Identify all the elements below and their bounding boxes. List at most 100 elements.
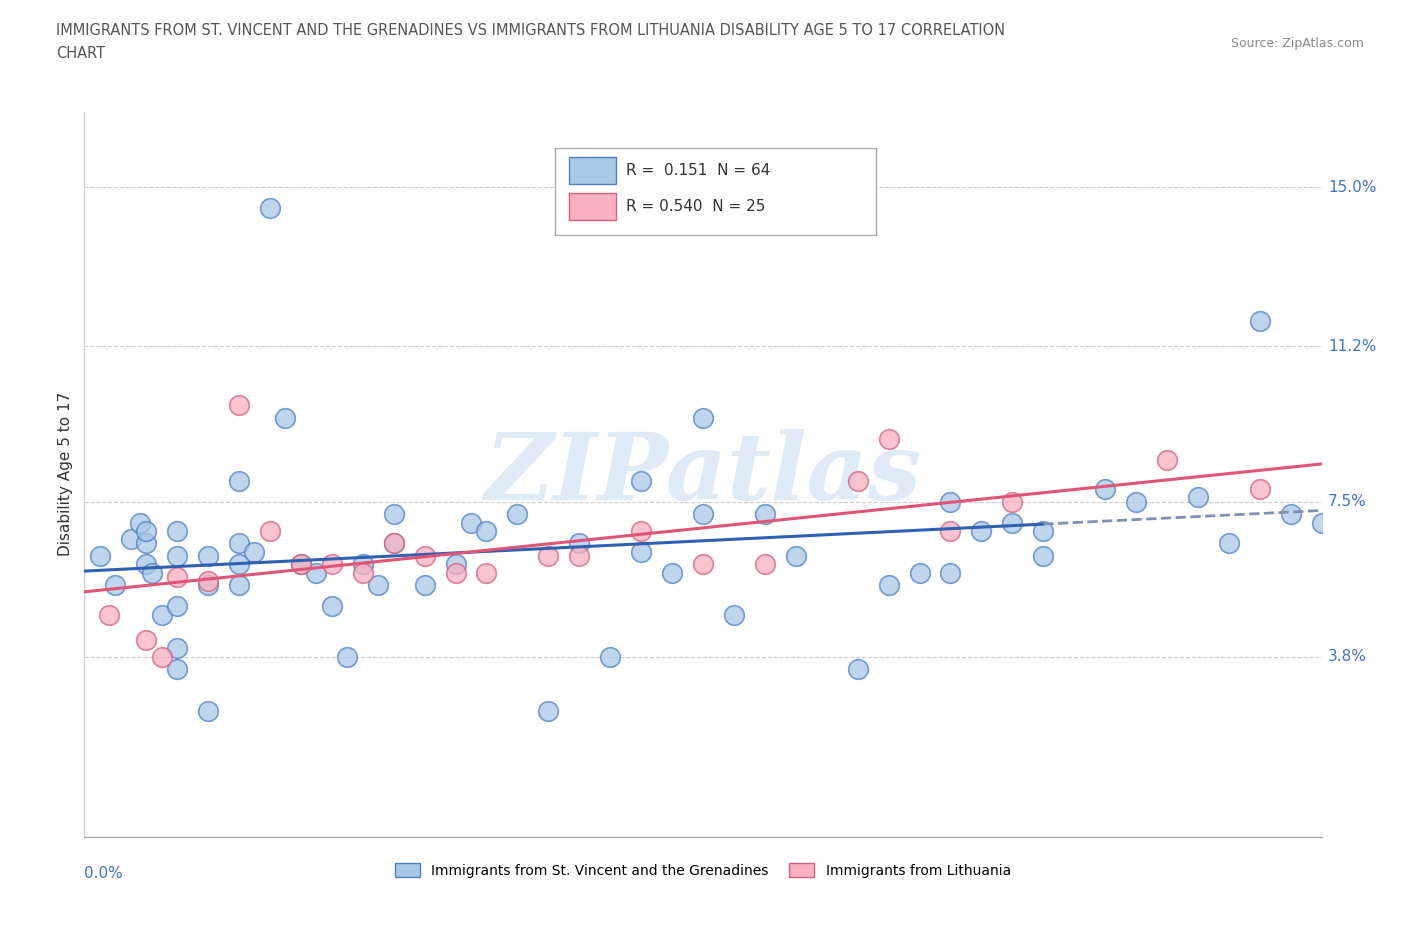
Point <box>129 515 152 530</box>
Text: 3.8%: 3.8% <box>1327 649 1367 664</box>
Text: R =  0.151  N = 64: R = 0.151 N = 64 <box>626 163 770 178</box>
Point <box>630 544 652 559</box>
Text: Source: ZipAtlas.com: Source: ZipAtlas.com <box>1230 37 1364 50</box>
Point <box>846 662 869 677</box>
Point <box>630 473 652 488</box>
Point <box>908 565 931 580</box>
Point <box>475 565 498 580</box>
Point <box>1001 494 1024 509</box>
Point <box>259 524 281 538</box>
Point <box>89 549 111 564</box>
Point <box>1310 515 1333 530</box>
Point <box>197 549 219 564</box>
Point <box>274 410 297 425</box>
Point <box>336 649 359 664</box>
Point <box>723 607 745 622</box>
Point <box>166 549 188 564</box>
Point <box>939 565 962 580</box>
Point <box>305 565 328 580</box>
Point <box>290 557 312 572</box>
Point <box>692 507 714 522</box>
Point <box>166 569 188 584</box>
Point <box>321 557 343 572</box>
Point <box>228 578 250 592</box>
Point <box>352 565 374 580</box>
Point <box>135 632 157 647</box>
Point <box>877 578 900 592</box>
Point <box>104 578 127 592</box>
Point <box>1032 549 1054 564</box>
Point <box>599 649 621 664</box>
Point <box>290 557 312 572</box>
Point <box>413 549 436 564</box>
Point <box>1249 482 1271 497</box>
Point <box>367 578 389 592</box>
Text: 7.5%: 7.5% <box>1327 494 1367 509</box>
Point <box>785 549 807 564</box>
Point <box>150 649 173 664</box>
Point <box>568 549 591 564</box>
Text: IMMIGRANTS FROM ST. VINCENT AND THE GRENADINES VS IMMIGRANTS FROM LITHUANIA DISA: IMMIGRANTS FROM ST. VINCENT AND THE GREN… <box>56 23 1005 38</box>
Point <box>537 549 560 564</box>
Point <box>1279 507 1302 522</box>
Point <box>877 432 900 446</box>
Point <box>321 599 343 614</box>
Point <box>228 398 250 413</box>
Point <box>1094 482 1116 497</box>
Point <box>166 641 188 656</box>
Text: 11.2%: 11.2% <box>1327 339 1376 354</box>
Point <box>413 578 436 592</box>
Text: 15.0%: 15.0% <box>1327 179 1376 194</box>
Point <box>166 662 188 677</box>
Point <box>460 515 482 530</box>
Point <box>98 607 121 622</box>
Point <box>568 536 591 551</box>
Point <box>120 532 142 547</box>
Text: ZIPatlas: ZIPatlas <box>485 430 921 519</box>
Point <box>1001 515 1024 530</box>
Point <box>1156 452 1178 467</box>
Point <box>630 524 652 538</box>
Point <box>475 524 498 538</box>
Point <box>135 536 157 551</box>
Text: R = 0.540  N = 25: R = 0.540 N = 25 <box>626 199 766 214</box>
Point <box>1249 313 1271 328</box>
Text: CHART: CHART <box>56 46 105 61</box>
FancyBboxPatch shape <box>569 193 616 220</box>
Point <box>382 507 405 522</box>
Point <box>197 574 219 589</box>
Point <box>939 494 962 509</box>
Point <box>754 507 776 522</box>
Point <box>243 544 266 559</box>
Point <box>150 607 173 622</box>
Point <box>692 410 714 425</box>
Point <box>197 578 219 592</box>
Point <box>382 536 405 551</box>
Point <box>939 524 962 538</box>
Point <box>1187 490 1209 505</box>
Point <box>692 557 714 572</box>
FancyBboxPatch shape <box>569 156 616 184</box>
Point <box>1125 494 1147 509</box>
Point <box>754 557 776 572</box>
Text: 0.0%: 0.0% <box>84 866 124 881</box>
Point <box>382 536 405 551</box>
Point <box>444 557 467 572</box>
Point <box>846 473 869 488</box>
Point <box>537 704 560 719</box>
Point <box>135 557 157 572</box>
Point <box>228 536 250 551</box>
Point <box>141 565 163 580</box>
Point <box>166 524 188 538</box>
Point <box>135 524 157 538</box>
Legend: Immigrants from St. Vincent and the Grenadines, Immigrants from Lithuania: Immigrants from St. Vincent and the Gren… <box>388 856 1018 884</box>
Point <box>228 557 250 572</box>
FancyBboxPatch shape <box>554 148 876 235</box>
Point <box>506 507 529 522</box>
Point <box>228 473 250 488</box>
Point <box>259 201 281 216</box>
Point <box>661 565 683 580</box>
Point <box>197 704 219 719</box>
Point <box>352 557 374 572</box>
Point <box>444 565 467 580</box>
